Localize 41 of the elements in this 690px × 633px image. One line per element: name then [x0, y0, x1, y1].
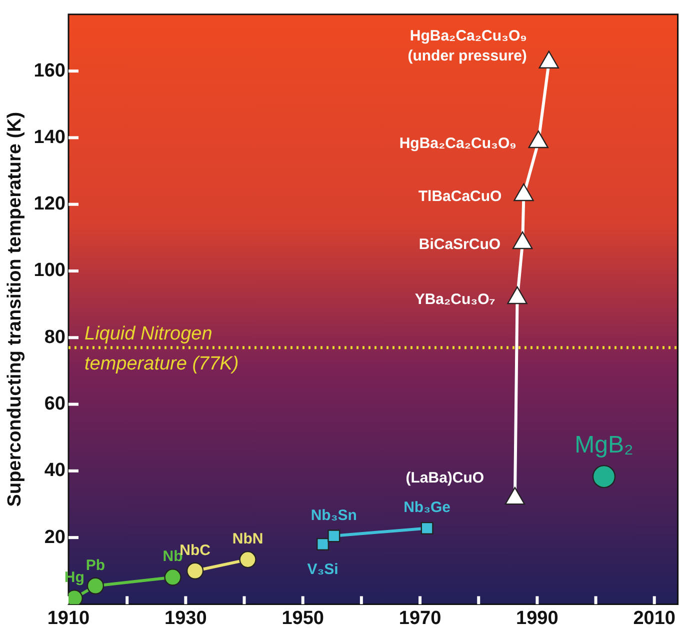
x-tick-label: 1990: [516, 608, 558, 629]
point: [164, 568, 182, 586]
point: [239, 550, 256, 568]
y-tick-label: 80: [44, 326, 66, 348]
y-axis-title: Superconducting transition temperature (K): [4, 112, 26, 507]
annotation: TlBaCaCuO: [418, 188, 502, 206]
ref-line-label: Liquid Nitrogen temperature (77K): [84, 324, 239, 375]
point: [328, 530, 340, 542]
y-tick-label: 40: [44, 460, 66, 482]
point: [514, 183, 534, 202]
point: [420, 522, 434, 534]
annotation: Pb: [86, 556, 106, 574]
annotation: BiCaSrCuO: [418, 236, 501, 253]
annotation: YBa₂Cu₃O₇: [414, 290, 496, 308]
y-tick-label: 120: [34, 194, 66, 215]
point: [316, 538, 330, 550]
point: [512, 231, 533, 250]
point: [538, 50, 560, 68]
annotation: Nb₃Ge: [404, 499, 451, 516]
x-tick-label: 1910: [47, 608, 90, 629]
annotation: Nb₃Sn: [310, 506, 357, 524]
x-tick-label: 1970: [398, 608, 442, 629]
annotation: HgBa₂Ca₂Cu₃O₉ (under pressure): [408, 27, 527, 64]
y-tick-label: 160: [34, 60, 66, 82]
y-tick-label: 100: [34, 260, 66, 282]
x-tick-label: 1950: [282, 608, 324, 629]
annotation: NbN: [232, 530, 264, 548]
annotation: (LaBa)CuO: [406, 470, 484, 487]
x-tick-label: 2010: [633, 608, 676, 629]
x-tick-label: 1930: [164, 608, 207, 629]
point: [528, 130, 548, 148]
annotation: V₃Si: [307, 561, 338, 578]
point: [507, 286, 528, 304]
y-tick-label: 20: [44, 526, 66, 548]
y-tick-label: 140: [34, 126, 66, 148]
point: [592, 464, 616, 488]
point: [186, 562, 204, 580]
point: [86, 577, 104, 594]
y-tick-label: 60: [44, 394, 66, 414]
annotation: HgBa₂Ca₂Cu₃O₉: [399, 135, 516, 152]
annotation: MgB₂: [574, 432, 634, 459]
